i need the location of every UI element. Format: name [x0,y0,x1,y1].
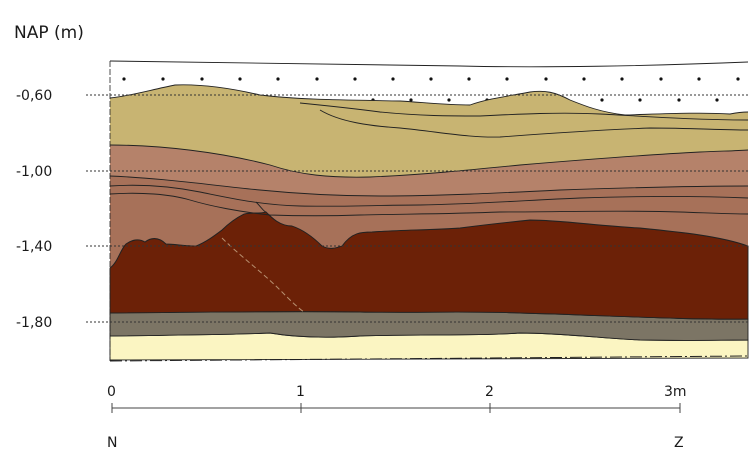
fill-dot [122,77,126,81]
fill-dot [238,77,242,81]
fill-dot [582,77,586,81]
fill-dot [736,77,740,81]
profile-top-outline [109,60,749,68]
depth-label-0-60: -0,60 [16,88,52,104]
fill-dot [544,77,548,81]
fill-dot [315,77,319,81]
fill-dot [600,98,604,102]
distance-tick-2: 2 [485,384,494,400]
fill-dot [659,77,663,81]
fill-dot [276,77,280,81]
layer-boundaries [109,61,749,362]
depth-label-1-40: -1,40 [16,239,52,255]
fill-dot [467,77,471,81]
fill-dot [697,77,701,81]
fill-dot [447,98,451,102]
fill-dot [391,77,395,81]
fill-dot [505,77,509,81]
distance-tick-3m: 3m [664,384,687,400]
fill-dot [353,77,357,81]
fill-dot [200,77,204,81]
orientation-north: N [107,435,117,450]
fill-dot [620,77,624,81]
depth-label-1-00: -1,00 [16,164,52,180]
distance-scale [111,403,681,413]
distance-tick-0: 0 [107,384,116,400]
fill-dot [161,77,165,81]
fill-dot [409,98,413,102]
distance-tick-1: 1 [296,384,305,400]
fill-dot [429,77,433,81]
fill-dot [677,98,681,102]
layer-light-brown [110,145,748,196]
layer-mid-brown [110,176,748,268]
orientation-south: Z [674,435,684,450]
fill-dot [638,98,642,102]
depth-label-1-80: -1,80 [16,315,52,331]
axis-title: NAP (m) [14,23,84,43]
fill-dot [715,98,719,102]
